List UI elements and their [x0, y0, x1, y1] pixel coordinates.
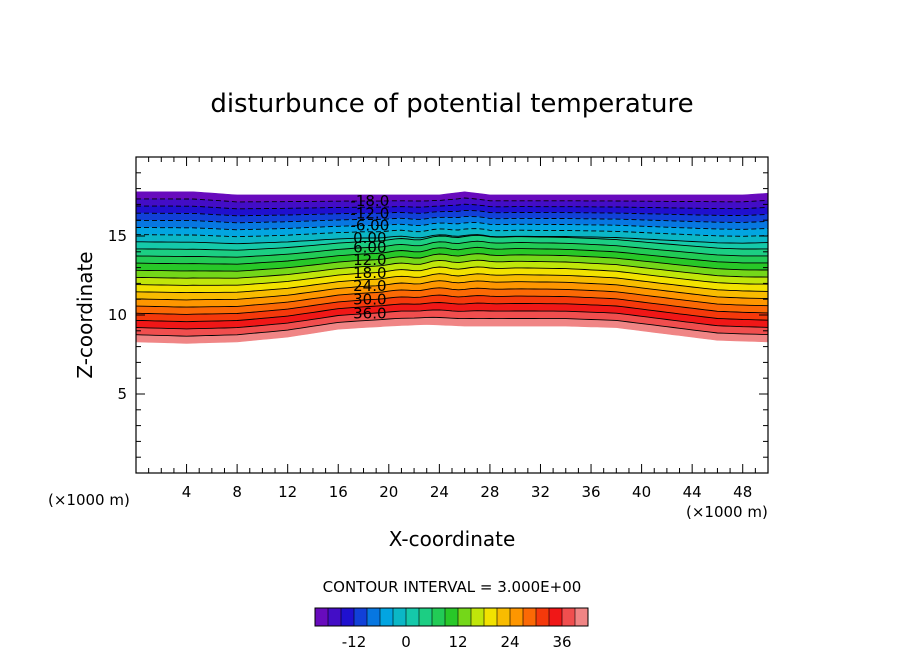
colorbar-tick-label: -12 — [342, 633, 367, 651]
colorbar-tick-label: 12 — [448, 633, 467, 651]
contour-line — [136, 197, 768, 203]
colorbar-tick-label: 0 — [401, 633, 411, 651]
colorbar-swatch — [445, 608, 459, 626]
contour-line — [136, 316, 768, 337]
colorbar-swatch — [432, 608, 446, 626]
contour-line — [136, 309, 768, 330]
colorbar-swatch — [484, 608, 498, 626]
contour-line — [136, 287, 768, 308]
contour-label: 12.0 — [353, 251, 386, 269]
contour-line — [136, 222, 768, 231]
colorbar-swatch — [328, 608, 342, 626]
x-axis-ticks: 4 8 12 16 20 24 28 32 36 40 44 48 — [148, 157, 756, 501]
colorbar-swatch — [380, 608, 394, 626]
y-axis-label: Z-coordinate — [73, 251, 97, 378]
contour-line — [136, 216, 768, 224]
colorbar-swatch — [393, 608, 407, 626]
contour-line — [136, 240, 768, 258]
colorbar-swatch — [510, 608, 524, 626]
chart-title: disturbunce of potential temperature — [210, 89, 693, 119]
colorbar-swatch — [471, 608, 485, 626]
colorbar-swatch — [315, 608, 329, 626]
x-axis-unit-left: (×1000 m) — [48, 491, 130, 509]
colorbar-swatch — [575, 608, 589, 626]
y-tick-label: 5 — [117, 385, 127, 403]
contour-labels: -18.0-12.0-6.000.006.0012.018.024.030.03… — [350, 192, 389, 322]
contour-line — [136, 228, 768, 238]
y-tick-label: 10 — [108, 306, 127, 324]
colorbar-swatch — [497, 608, 511, 626]
colorbar-swatch — [354, 608, 368, 626]
colorbar-swatch — [406, 608, 420, 626]
x-axis-label: X-coordinate — [389, 527, 516, 551]
contour-label: -18.0 — [350, 192, 389, 210]
x-tick-label: 24 — [430, 483, 449, 501]
x-axis-unit-right: (×1000 m) — [686, 503, 768, 521]
colorbar-swatch — [549, 608, 563, 626]
y-axis-ticks: 5 10 15 — [108, 172, 768, 458]
contour-label: -6.00 — [350, 217, 389, 235]
contour-label: 24.0 — [353, 277, 386, 295]
contour-line — [136, 266, 768, 286]
x-tick-label: 8 — [232, 483, 242, 501]
colorbar-swatch — [367, 608, 381, 626]
x-tick-label: 44 — [683, 483, 702, 501]
contour-line — [136, 294, 768, 315]
contour-line — [136, 246, 768, 265]
x-tick-label: 32 — [531, 483, 550, 501]
x-tick-label: 36 — [581, 483, 600, 501]
contour-line — [136, 302, 768, 323]
colorbar-swatch — [341, 608, 355, 626]
x-tick-label: 12 — [278, 483, 297, 501]
contour-label: 6.00 — [353, 238, 386, 256]
contour-line — [136, 234, 768, 251]
colorbar — [314, 607, 589, 627]
contour-label: 0.00 — [353, 229, 386, 247]
contour-line — [136, 203, 768, 210]
y-tick-label: 15 — [108, 227, 127, 245]
colorbar-swatch — [419, 608, 433, 626]
x-tick-label: 4 — [182, 483, 192, 501]
plot-area: -18.0-12.0-6.000.006.0012.018.024.030.03… — [108, 156, 769, 501]
contour-interval-note: CONTOUR INTERVAL = 3.000E+00 — [323, 578, 582, 596]
colorbar-swatch — [562, 608, 576, 626]
contour-label: 36.0 — [353, 304, 386, 322]
x-tick-label: 40 — [632, 483, 651, 501]
contour-line — [136, 209, 768, 217]
colorbar-ticks: -12 0 12 24 36 — [342, 633, 572, 651]
contour-label: -12.0 — [350, 204, 389, 222]
contour-label: 30.0 — [353, 291, 386, 309]
colorbar-swatch — [458, 608, 472, 626]
x-tick-label: 20 — [379, 483, 398, 501]
contour-line — [136, 253, 768, 272]
colorbar-frame — [314, 607, 589, 627]
x-tick-label: 28 — [480, 483, 499, 501]
contour-label: 18.0 — [353, 264, 386, 282]
x-tick-label: 48 — [733, 483, 752, 501]
colorbar-tick-label: 24 — [500, 633, 519, 651]
x-tick-label: 16 — [329, 483, 348, 501]
colorbar-swatch — [523, 608, 537, 626]
contour-line — [136, 273, 768, 294]
contour-line — [136, 234, 768, 245]
contour-line — [136, 280, 768, 301]
colorbar-tick-label: 36 — [552, 633, 571, 651]
contour-lines — [136, 197, 768, 337]
colorbar-swatch — [536, 608, 550, 626]
contour-line — [136, 259, 768, 279]
